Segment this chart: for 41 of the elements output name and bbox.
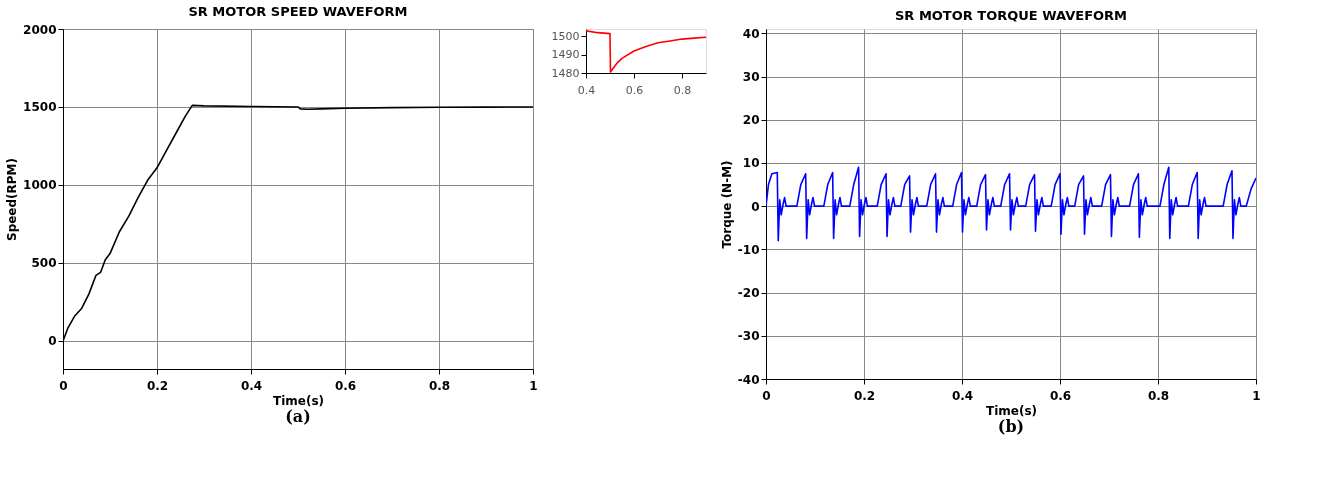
y-tick-label: -10: [737, 242, 760, 257]
y-tick-label: 2000: [23, 22, 57, 37]
x-tick-label: 0.4: [240, 378, 263, 393]
text: (b): [997, 417, 1025, 436]
y-tick-label: 0: [48, 334, 57, 349]
x-tick-label: 0.6: [625, 83, 644, 97]
x-axis-title: Time(s): [272, 393, 325, 408]
x-tick-label: 1: [1252, 388, 1261, 403]
y-tick-label: 500: [31, 256, 57, 271]
x-tick-label: 0.8: [428, 378, 451, 393]
x-tick-label: 0: [762, 388, 771, 403]
x-tick-label: 0.6: [334, 378, 357, 393]
y-tick-label: 20: [742, 113, 760, 128]
y-axis-title: Torque (N-M): [719, 160, 734, 249]
y-axis-title: Speed(RPM): [5, 157, 20, 242]
y-tick-label: -30: [737, 329, 760, 344]
y-tick-label: 10: [742, 156, 760, 171]
x-tick-label: 1: [529, 378, 538, 393]
x-tick-label: 0.4: [577, 83, 596, 97]
x-axis-title: Time(s): [985, 403, 1038, 418]
x-tick-label: 0.4: [951, 388, 974, 403]
y-tick-label: 1490: [551, 48, 580, 62]
text: (a): [285, 407, 311, 426]
y-tick-label: -40: [737, 372, 760, 387]
y-tick-label: -20: [737, 286, 760, 301]
x-tick-label: 0.6: [1049, 388, 1072, 403]
x-tick-label: 0.2: [146, 378, 169, 393]
x-tick-label: 0.8: [673, 83, 692, 97]
line-series: [766, 166, 1256, 242]
x-tick-label: 0.2: [853, 388, 876, 403]
y-tick-label: 1480: [551, 66, 580, 80]
x-tick-label: 0: [59, 378, 68, 393]
y-tick-label: 1500: [23, 100, 57, 115]
y-tick-label: 0: [751, 199, 760, 214]
y-tick-label: 30: [742, 70, 760, 85]
y-tick-label: 1500: [551, 29, 580, 43]
chart-title: SR MOTOR TORQUE WAVEFORM: [894, 8, 1128, 24]
chart-title: SR MOTOR SPEED WAVEFORM: [188, 4, 408, 19]
x-tick-label: 0.8: [1147, 388, 1170, 403]
y-tick-label: 40: [742, 26, 760, 41]
y-tick-label: 1000: [23, 178, 57, 193]
